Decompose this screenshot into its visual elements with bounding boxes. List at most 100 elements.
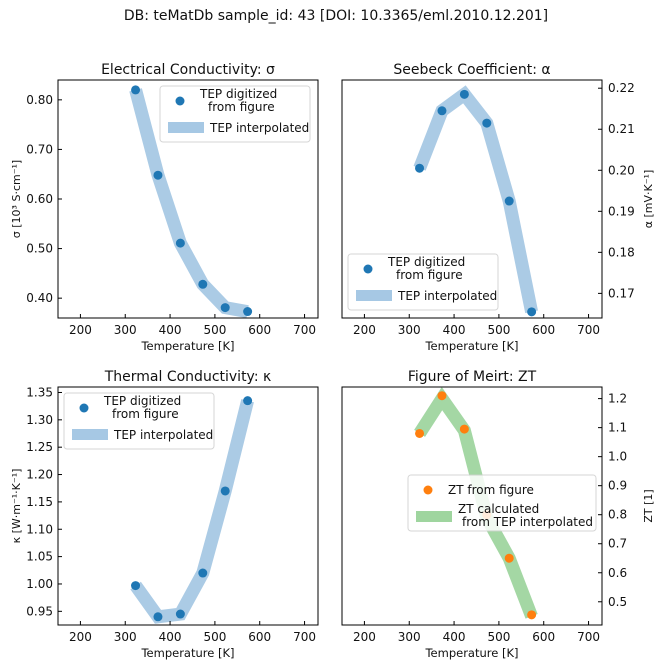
- y-tick-label: 1.35: [26, 385, 53, 399]
- y-axis-label: σ [10³ S·cm⁻¹]: [10, 160, 23, 238]
- y-tick-label: 0.80: [26, 93, 53, 107]
- x-axis-label: Temperature [K]: [424, 646, 518, 660]
- y-axis-label: α [mV·K⁻¹]: [642, 170, 655, 229]
- y-tick-label: 0.21: [608, 122, 635, 136]
- y-tick-label: 0.7: [608, 537, 627, 551]
- y-tick-label: 0.19: [608, 204, 635, 218]
- y-tick-label: 0.50: [26, 242, 53, 256]
- y-tick-label: 0.70: [26, 142, 53, 156]
- x-tick-label: 300: [114, 630, 137, 644]
- x-tick-label: 700: [293, 630, 316, 644]
- x-tick-label: 300: [114, 323, 137, 337]
- legend-label-band: ZT calculated: [458, 502, 539, 516]
- legend-label-band-line2: from TEP interpolated: [462, 515, 593, 529]
- x-tick-label: 600: [532, 323, 555, 337]
- data-point: [459, 89, 469, 99]
- legend-label-band: TEP interpolated: [113, 428, 213, 442]
- chart-title: Thermal Conductivity: κ: [104, 369, 272, 385]
- data-point: [198, 279, 208, 289]
- x-tick-label: 500: [487, 323, 510, 337]
- y-tick-label: 1.0: [608, 450, 627, 464]
- y-tick-label: 0.60: [26, 192, 53, 206]
- data-point: [175, 238, 185, 248]
- x-tick-label: 200: [69, 630, 92, 644]
- x-tick-label: 200: [353, 630, 376, 644]
- y-tick-label: 0.22: [608, 81, 635, 95]
- data-point: [153, 612, 163, 622]
- y-tick-label: 1.1: [608, 421, 627, 435]
- x-tick-label: 600: [532, 630, 555, 644]
- data-point: [220, 303, 230, 313]
- y-tick-label: 1.15: [26, 495, 53, 509]
- legend-band-marker: [168, 122, 204, 133]
- y-tick-label: 0.40: [26, 291, 53, 305]
- y-tick-label: 1.25: [26, 440, 53, 454]
- legend-frame: [407, 474, 597, 532]
- legend-label-points-line2: from figure: [112, 407, 179, 421]
- y-tick-label: 1.30: [26, 413, 53, 427]
- x-tick-label: 700: [577, 630, 600, 644]
- y-tick-label: 1.00: [26, 577, 53, 591]
- interpolated-band: [130, 399, 254, 624]
- legend-label-points: TEP digitized: [199, 87, 277, 101]
- y-tick-label: 1.10: [26, 522, 53, 536]
- legend-point-marker: [175, 96, 185, 106]
- subplot-3: Thermal Conductivity: κ 200 300 400 500 600 70…: [10, 369, 319, 660]
- y-tick-label: 0.6: [608, 566, 627, 580]
- y-tick-label: 1.20: [26, 468, 53, 482]
- chart-title: Figure of Meirt: ZT: [408, 369, 537, 385]
- data-point: [131, 85, 141, 95]
- x-tick-label: 400: [159, 323, 182, 337]
- legend-point-marker: [79, 403, 89, 413]
- data-point: [527, 307, 537, 317]
- y-tick-label: 1.2: [608, 392, 627, 406]
- chart-title: Seebeck Coefficient: α: [393, 62, 550, 78]
- data-point: [415, 163, 425, 173]
- legend-point-marker: [423, 485, 433, 495]
- data-point: [459, 424, 469, 434]
- x-tick-label: 300: [398, 323, 421, 337]
- legend-label-points: ZT from figure: [448, 483, 534, 497]
- legend-label-points: TEP digitized: [103, 394, 181, 408]
- figure-suptitle: DB: teMatDb sample_id: 43 [DOI: 10.3365/…: [123, 8, 549, 24]
- x-tick-label: 700: [577, 323, 600, 337]
- legend-label-points-line2: from figure: [208, 100, 275, 114]
- subplot-1: Electrical Conductivity: σ 200 300 400 500 60…: [10, 62, 319, 353]
- x-axis-label: Temperature [K]: [140, 646, 234, 660]
- legend-band-marker: [416, 511, 452, 522]
- data-point: [131, 581, 141, 591]
- x-tick-label: 200: [69, 323, 92, 337]
- data-point: [198, 568, 208, 578]
- data-point: [527, 610, 537, 620]
- data-point: [437, 106, 447, 116]
- legend-label-points-line2: from figure: [396, 268, 463, 282]
- axes-frame: [57, 386, 319, 626]
- interpolated-band: [413, 85, 538, 314]
- x-tick-label: 200: [353, 323, 376, 337]
- y-tick-label: 0.8: [608, 508, 627, 522]
- legend-label-points: TEP digitized: [387, 255, 465, 269]
- data-point: [482, 118, 492, 128]
- legend-label-band: TEP interpolated: [397, 289, 497, 303]
- x-axis-label: Temperature [K]: [140, 339, 234, 353]
- y-tick-label: 0.17: [608, 286, 635, 300]
- x-tick-label: 400: [443, 630, 466, 644]
- data-point: [175, 609, 185, 619]
- x-tick-label: 500: [487, 630, 510, 644]
- data-point: [504, 196, 514, 206]
- x-axis-label: Temperature [K]: [424, 339, 518, 353]
- x-tick-label: 400: [159, 630, 182, 644]
- data-point: [437, 391, 447, 401]
- x-tick-label: 600: [248, 630, 271, 644]
- y-tick-label: 0.20: [608, 163, 635, 177]
- x-tick-label: 500: [203, 323, 226, 337]
- data-point: [153, 170, 163, 180]
- data-point: [504, 553, 514, 563]
- data-point: [415, 428, 425, 438]
- y-tick-label: 1.05: [26, 550, 53, 564]
